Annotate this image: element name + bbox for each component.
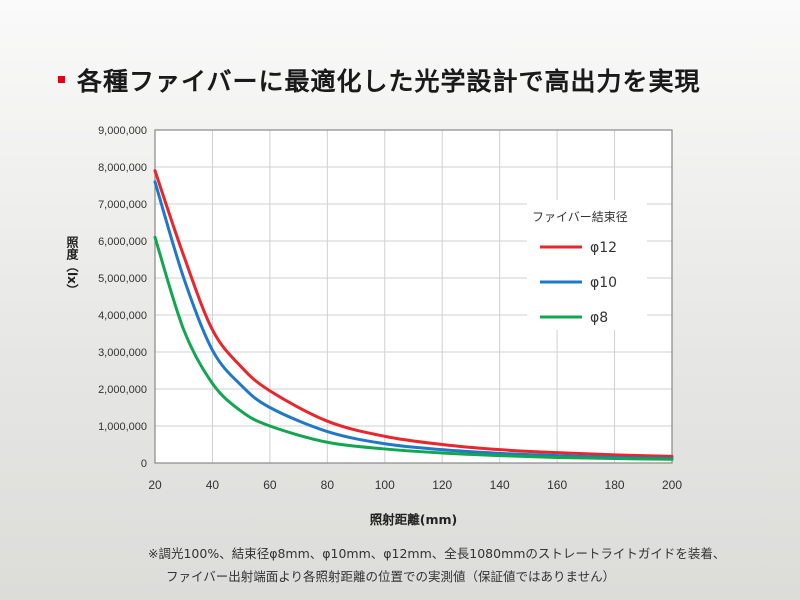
plot-border <box>154 129 673 464</box>
legend-label: φ8 <box>590 310 608 326</box>
x-tick-label: 180 <box>605 478 625 492</box>
y-tick-label: 9,000,000 <box>98 125 147 137</box>
series-line-φ8 <box>153 235 674 461</box>
y-axis-label: 照度（lx） <box>65 236 79 296</box>
x-tick-label: 140 <box>490 478 510 492</box>
y-tick-label: 0 <box>141 458 147 470</box>
footnote-line-1: ※調光100%、結束径φ8mm、φ10mm、φ12mm、全長1080mmのストレ… <box>148 546 726 561</box>
title-text: 各種ファイバーに最適化した光学設計で高出力を実現 <box>77 67 701 96</box>
y-tick-label: 2,000,000 <box>98 384 147 396</box>
y-tick-label: 1,000,000 <box>98 421 147 433</box>
y-tick-label: 3,000,000 <box>98 347 147 359</box>
x-axis-label: 照射距離(mm) <box>370 512 457 527</box>
x-tick-label: 20 <box>148 478 162 492</box>
legend-label: φ12 <box>590 240 617 256</box>
x-tick-label: 60 <box>263 478 277 492</box>
series-line-φ12 <box>153 169 674 458</box>
x-tick-label: 160 <box>547 478 567 492</box>
legend-title: ファイバー結束径 <box>532 210 628 224</box>
y-tick-label: 8,000,000 <box>98 162 147 174</box>
y-tick-label: 5,000,000 <box>98 273 147 285</box>
legend-box <box>527 200 647 330</box>
series-line-φ10 <box>153 180 674 461</box>
x-tick-label: 200 <box>662 478 682 492</box>
legend-label: φ10 <box>590 275 617 291</box>
x-tick-label: 100 <box>375 478 395 492</box>
y-tick-label: 6,000,000 <box>98 236 147 248</box>
y-tick-label: 7,000,000 <box>98 199 147 211</box>
x-tick-label: 80 <box>321 478 335 492</box>
title-bullet-icon <box>58 75 65 83</box>
x-tick-label: 40 <box>206 478 220 492</box>
x-tick-label: 120 <box>432 478 452 492</box>
page-title: 各種ファイバーに最適化した光学設計で高出力を実現 <box>58 62 701 98</box>
footnote-line-2: ファイバー出射端面より各照射距離の位置での実測値（保証値ではありません） <box>166 569 616 584</box>
y-tick-label: 4,000,000 <box>98 310 147 322</box>
